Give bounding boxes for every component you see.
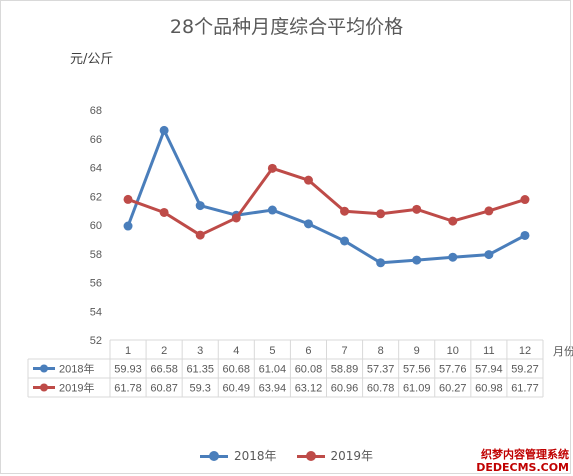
legend-label: 2019年 [330,449,374,463]
legend-swatch [296,450,325,461]
table-cell: 61.78 [114,383,142,395]
legend-swatch-marker [208,450,219,461]
table-cell: 60.87 [150,383,178,395]
table-legend-key-marker [40,364,48,373]
y-tick-label: 66 [90,134,102,146]
legend-swatch-marker [305,450,316,461]
x-tick-label: 8 [378,345,384,357]
table-cell: 60.49 [223,383,251,395]
x-tick-label: 10 [447,345,459,357]
data-point [195,201,205,211]
data-point [520,230,530,240]
y-axis-label: 元/公斤 [70,52,114,67]
table-cell: 60.96 [331,383,359,395]
table-cell: 57.37 [367,364,395,376]
y-tick-label: 54 [90,306,102,318]
table-cell: 59.3 [189,383,210,395]
table-cell: 61.04 [259,364,287,376]
legend: 2018年 2019年 [0,447,573,464]
series-line [126,128,526,265]
data-point [303,219,313,229]
data-point [376,209,386,219]
x-tick-label: 12 [519,345,531,357]
data-point [159,125,169,135]
data-point [267,205,277,215]
table-series-name: 2019年 [59,381,94,395]
table-cell: 59.27 [511,364,539,376]
data-point [303,175,313,185]
table-cell: 61.77 [511,383,539,395]
legend-label: 2018年 [233,449,277,463]
x-tick-label: 11 [483,345,494,357]
table-legend-key-marker [40,383,48,392]
table-cell: 66.58 [150,364,178,376]
x-tick-label: 9 [414,345,420,357]
data-point [340,206,350,216]
legend-item: 2019年 [296,447,374,464]
watermark-line2: DEDECMS.COM [476,461,569,474]
table-cell: 60.98 [475,383,503,395]
chart-title: 28个品种月度综合平均价格 [169,16,404,38]
data-point [484,250,494,260]
watermark-line1: 织梦内容管理系统 [481,448,569,461]
x-tick-label: 7 [341,345,347,357]
data-point [412,204,422,214]
data-point [123,221,133,231]
table-cell: 61.09 [403,383,431,395]
data-point [159,207,169,217]
data-point [231,213,241,223]
watermark: 织梦内容管理系统 DEDECMS.COM [476,448,569,474]
x-tick-label: 5 [269,345,275,357]
table-cell: 60.78 [367,383,395,395]
table-cell: 63.12 [295,383,323,395]
x-tick-label: 2 [161,345,167,357]
data-point [448,252,458,262]
y-tick-label: 52 [90,335,102,347]
data-point [195,230,205,240]
data-point [123,194,133,204]
table-cell: 61.35 [186,364,214,376]
data-point [520,195,530,205]
table-cell: 57.56 [403,364,431,376]
legend-item: 2018年 [199,447,277,464]
table-cell: 57.94 [475,364,503,376]
y-tick-label: 62 [90,191,102,203]
y-tick-label: 68 [90,105,102,117]
y-tick-label: 56 [90,278,102,290]
data-point [484,206,494,216]
data-point [448,216,458,226]
table-cell: 60.08 [295,364,323,376]
x-axis-label: 月份 [553,345,573,358]
table-cell: 57.76 [439,364,467,376]
table-cell: 63.94 [259,383,287,395]
x-tick-label: 3 [197,345,203,357]
data-point [340,236,350,246]
table-cell: 58.89 [331,364,359,376]
series-line [127,166,526,237]
legend-swatch [199,450,228,461]
data-point [376,258,386,268]
y-tick-label: 58 [90,249,102,261]
x-tick-label: 1 [125,345,131,357]
table-series-name: 2018年 [59,362,94,376]
table-cell: 60.27 [439,383,467,395]
table-cell: 60.68 [223,364,251,376]
y-tick-label: 64 [90,163,102,175]
x-tick-label: 4 [233,345,239,357]
data-point [267,163,277,173]
x-tick-label: 6 [305,345,311,357]
data-point [412,255,422,265]
table-cell: 59.93 [114,364,142,376]
y-tick-label: 60 [90,220,102,232]
